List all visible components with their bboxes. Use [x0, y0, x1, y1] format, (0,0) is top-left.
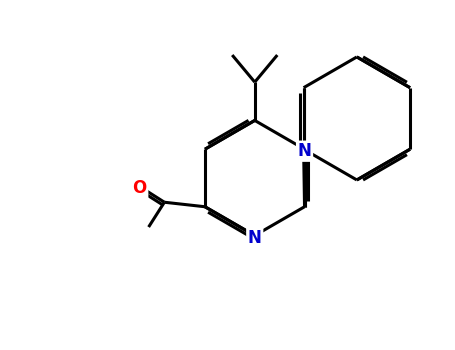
- Text: O: O: [132, 180, 147, 197]
- Text: N: N: [298, 142, 312, 160]
- Text: N: N: [248, 229, 262, 246]
